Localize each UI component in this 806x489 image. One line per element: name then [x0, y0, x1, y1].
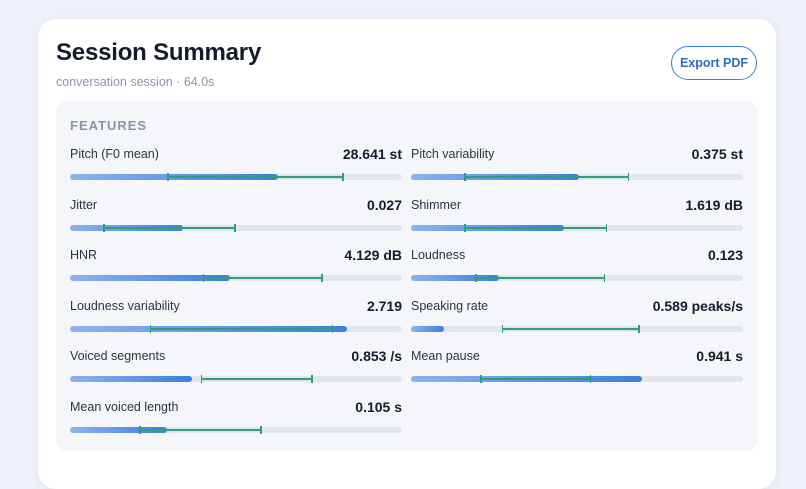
feature-bar-track [70, 375, 402, 384]
feature-bar-track [70, 223, 402, 232]
feature-range-marker [501, 324, 640, 333]
feature-bar-track [70, 324, 402, 333]
feature-speaking-rate: Speaking rate 0.589 peaks/s [411, 297, 743, 343]
feature-value: 0.853 /s [351, 348, 402, 365]
feature-label: Mean voiced length [70, 400, 179, 414]
feature-range-marker [480, 375, 592, 384]
feature-hnr: HNR 4.129 dB [70, 247, 402, 292]
feature-label: Pitch variability [411, 147, 495, 161]
feature-bar-fill [70, 376, 192, 383]
feature-bar-fill [411, 275, 499, 282]
feature-range-marker [464, 173, 630, 181]
feature-value: 0.027 [366, 196, 402, 213]
feature-bar-track [411, 274, 743, 283]
feature-range-marker [202, 274, 324, 283]
feature-value: 0.589 peaks/s [652, 297, 743, 314]
feature-label: Pitch (F0 mean) [70, 147, 159, 161]
feature-bar-track [411, 375, 743, 384]
feature-pitch-variability: Pitch variability 0.375 st [411, 146, 743, 191]
feature-loudness: Loudness 0.123 [411, 247, 743, 292]
feature-voiced-segments: Voiced segments 0.853 /s [70, 348, 402, 393]
feature-bar-track [411, 173, 743, 181]
feature-label: Speaking rate [411, 298, 489, 313]
feature-shimmer: Shimmer 1.619 dB [411, 196, 743, 242]
feature-label: Loudness [411, 248, 466, 263]
feature-value: 28.641 st [342, 146, 402, 162]
export-pdf-button[interactable]: Export PDF [671, 46, 757, 80]
feature-label: Shimmer [411, 197, 462, 212]
feature-value: 4.129 dB [344, 247, 402, 264]
feature-range-marker [200, 375, 313, 384]
feature-range-marker [167, 173, 344, 181]
feature-range-marker [139, 426, 262, 434]
page-title: Session Summary [56, 39, 262, 66]
feature-label: Jitter [70, 197, 98, 212]
feature-label: Voiced segments [70, 349, 166, 364]
feature-bar-track [411, 324, 743, 333]
session-summary-card: Session Summary conversation session · 6… [38, 19, 776, 489]
feature-value: 0.375 st [691, 146, 743, 162]
feature-range-marker [464, 223, 608, 232]
feature-bar-track [70, 173, 402, 181]
feature-value: 2.719 [366, 297, 402, 314]
feature-mean-pause: Mean pause 0.941 s [411, 348, 743, 393]
feature-range-marker [475, 274, 606, 283]
feature-bar-fill [70, 427, 167, 433]
feature-value: 0.123 [707, 247, 743, 264]
feature-bar-fill [411, 325, 444, 332]
feature-range-marker [103, 223, 236, 232]
feature-range-marker [149, 324, 334, 333]
feature-bar-track [70, 426, 402, 434]
feature-bar-track [411, 223, 743, 232]
feature-value: 1.619 dB [685, 196, 743, 213]
feature-value: 0.105 s [355, 399, 402, 415]
feature-label: HNR [70, 248, 98, 263]
feature-value: 0.941 s [696, 348, 743, 365]
feature-label: Loudness variability [70, 298, 180, 313]
feature-jitter: Jitter 0.027 [70, 196, 402, 242]
session-subtitle: conversation session · 64.0s [56, 75, 215, 89]
feature-label: Mean pause [411, 349, 480, 364]
features-panel: FEATURES Pitch (F0 mean) 28.641 st Pitch v… [56, 101, 758, 451]
feature-bar-track [70, 274, 402, 283]
features-heading: FEATURES [70, 118, 148, 133]
feature-loudness-variability: Loudness variability 2.719 [70, 297, 402, 343]
feature-pitch-f0-mean: Pitch (F0 mean) 28.641 st [70, 146, 402, 191]
feature-bar-fill [70, 275, 231, 282]
feature-mean-voiced-length: Mean voiced length 0.105 s [70, 399, 402, 444]
